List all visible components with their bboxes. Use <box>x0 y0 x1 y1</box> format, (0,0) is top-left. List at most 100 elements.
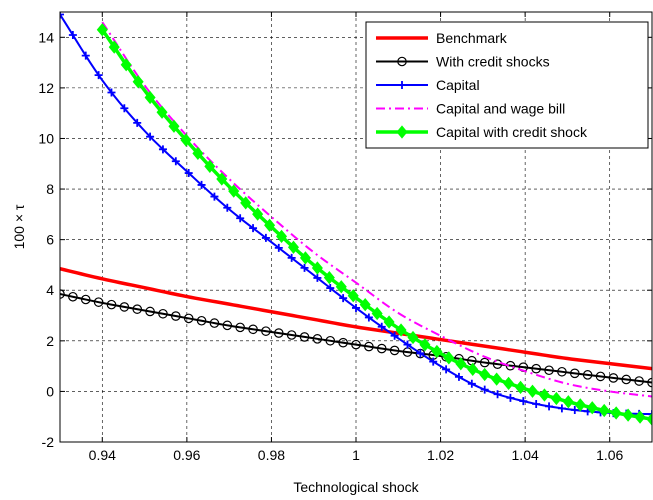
series-marker <box>68 291 78 302</box>
series-marker <box>562 395 574 409</box>
series-marker <box>582 370 593 380</box>
series-marker <box>467 362 479 376</box>
series-marker <box>574 398 586 412</box>
series-marker <box>156 105 168 119</box>
series-marker <box>443 351 455 365</box>
series-marker <box>544 365 554 376</box>
series-marker <box>313 273 322 282</box>
series-marker <box>120 58 132 72</box>
series-marker <box>359 298 371 312</box>
series-marker <box>407 330 419 345</box>
series-marker <box>454 372 463 381</box>
series-marker <box>532 399 541 408</box>
y-tick-label: 0 <box>46 383 54 399</box>
series-marker <box>376 343 387 354</box>
series-marker <box>249 224 258 233</box>
x-axis-label: Technological shock <box>293 479 419 495</box>
series-marker <box>196 315 207 326</box>
series-marker <box>236 214 245 223</box>
series-marker <box>248 324 258 335</box>
x-tick-label: 0.94 <box>89 447 116 463</box>
series-marker <box>228 184 240 198</box>
series-marker <box>569 368 580 379</box>
series-marker <box>550 391 562 406</box>
series-line <box>60 267 652 371</box>
legend-entry: Benchmark <box>376 30 508 46</box>
x-tick-label: 0.98 <box>258 447 285 463</box>
y-tick-label: 6 <box>46 232 54 248</box>
series-marker <box>557 404 566 413</box>
series-marker <box>209 318 220 328</box>
series-marker <box>538 388 550 402</box>
y-tick-label: 12 <box>38 80 54 96</box>
series-marker <box>431 344 443 359</box>
series-marker <box>515 380 527 394</box>
series-marker <box>608 373 619 383</box>
x-tick-label: 0.96 <box>173 447 200 463</box>
series-marker <box>252 207 264 221</box>
series-marker <box>479 367 491 382</box>
series-marker <box>586 401 598 415</box>
legend-swatch-marker <box>397 56 407 67</box>
series-marker <box>171 157 180 166</box>
y-tick-label: 8 <box>46 181 54 197</box>
series-marker <box>311 261 323 275</box>
series-marker <box>395 323 407 337</box>
series-marker <box>442 365 451 374</box>
series-marker <box>216 172 228 186</box>
series-marker <box>119 302 130 312</box>
legend-label: Capital and wage bill <box>436 101 565 117</box>
y-tick-label: -2 <box>42 434 55 450</box>
series-marker <box>338 337 348 348</box>
series-marker <box>335 280 347 294</box>
x-tick-label: 1.02 <box>427 447 454 463</box>
legend-label: Capital with credit shock <box>436 124 588 140</box>
y-tick-label: 10 <box>38 130 54 146</box>
series-group <box>96 23 652 426</box>
series-marker <box>171 311 181 321</box>
series-marker <box>648 410 652 419</box>
series-group <box>60 289 652 388</box>
series-marker <box>377 322 386 331</box>
series-marker <box>503 376 515 390</box>
legend: Benchmark With credit shocks Capital Capita… <box>365 21 649 149</box>
series-marker <box>299 332 310 342</box>
series-marker <box>455 357 467 371</box>
series-marker <box>323 270 335 285</box>
series-marker <box>144 90 156 105</box>
series-marker <box>108 40 120 54</box>
series-group <box>101 21 652 398</box>
series-marker <box>545 402 554 411</box>
series-layer <box>60 12 652 426</box>
series-marker <box>180 133 192 147</box>
series-marker <box>158 145 167 154</box>
legend-swatch-marker <box>396 125 408 139</box>
series-marker <box>235 322 245 333</box>
x-tick-label: 1.06 <box>596 447 623 463</box>
legend-entry: Capital <box>376 77 480 93</box>
legend-entry: With credit shocks <box>376 54 550 70</box>
series-marker <box>595 371 606 382</box>
series-marker <box>60 12 64 19</box>
series-line <box>101 21 652 398</box>
series-marker <box>94 71 103 80</box>
series-marker <box>183 313 194 324</box>
series-group <box>60 12 652 419</box>
series-marker <box>467 379 476 388</box>
series-marker <box>60 289 65 299</box>
series-marker <box>287 240 300 254</box>
y-axis-label: 100 × τ <box>11 204 27 249</box>
series-marker <box>192 146 204 160</box>
series-marker <box>261 326 271 336</box>
series-marker <box>107 88 116 97</box>
x-tick-label: 1.04 <box>512 447 539 463</box>
series-marker <box>480 385 489 394</box>
series-marker <box>416 349 425 358</box>
series-marker <box>81 51 90 60</box>
y-tick-label: 14 <box>38 29 54 45</box>
legend-entry: Capital and wage bill <box>376 101 565 117</box>
series-marker <box>132 75 144 89</box>
series-marker <box>519 397 528 406</box>
axis-ticks: 0.94 0.96 0.98 1 1.02 1.04 1.06 -2 0 2 4 6 8 10 12 14 <box>38 12 652 463</box>
